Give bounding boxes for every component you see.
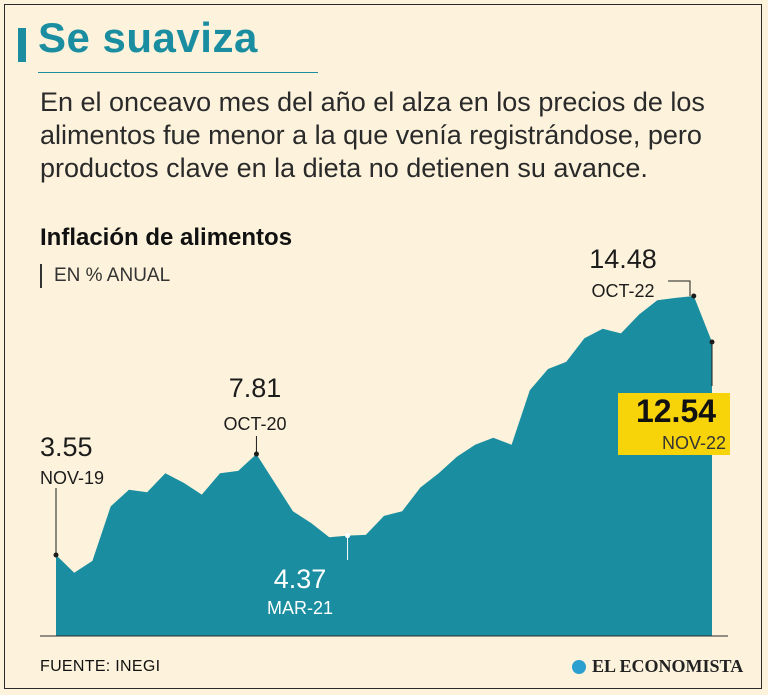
annotation-dot-0 bbox=[53, 552, 59, 558]
annotation-value-0: 3.55 bbox=[40, 432, 93, 462]
annotation-value-2: 4.37 bbox=[274, 564, 327, 594]
annotation-date-4: NOV-22 bbox=[662, 433, 726, 453]
highlight-box bbox=[618, 393, 730, 455]
annotation-date-1: OCT-20 bbox=[223, 414, 286, 434]
infographic-frame bbox=[4, 4, 762, 689]
annotation-value-3: 14.48 bbox=[589, 244, 657, 274]
inflation-area bbox=[56, 296, 712, 636]
chart-unit: EN % ANUAL bbox=[40, 264, 170, 288]
annotation-date-3: OCT-22 bbox=[591, 281, 654, 301]
headline-accent-bar bbox=[18, 28, 26, 62]
annotation-leader-3 bbox=[668, 280, 691, 296]
brand-globe-icon bbox=[572, 659, 586, 674]
brand-logo: EL ECONOMISTA bbox=[572, 656, 743, 677]
annotation-date-0: NOV-19 bbox=[40, 468, 104, 488]
annotation-dot-2 bbox=[345, 533, 351, 539]
chart-annotations: 3.55 NOV-19 7.81 OCT-20 4.37 MAR-21 14.48 OCT-2… bbox=[40, 244, 730, 618]
headline: Se suaviza bbox=[38, 14, 258, 61]
annotation-dot-4 bbox=[709, 339, 715, 345]
annotation-value-4: 12.54 bbox=[636, 393, 716, 429]
headline-rule bbox=[38, 72, 318, 73]
brand-name: EL ECONOMISTA bbox=[592, 656, 744, 676]
deck-text: En el onceavo mes del año el alza en los… bbox=[40, 87, 705, 183]
annotation-date-2: MAR-21 bbox=[267, 598, 333, 618]
annotation-value-1: 7.81 bbox=[229, 373, 282, 403]
annotation-dot-1 bbox=[253, 451, 259, 457]
chart-title: Inflación de alimentos bbox=[40, 224, 293, 251]
source-note: FUENTE: INEGI bbox=[40, 658, 161, 675]
annotation-dot-3 bbox=[691, 293, 697, 299]
